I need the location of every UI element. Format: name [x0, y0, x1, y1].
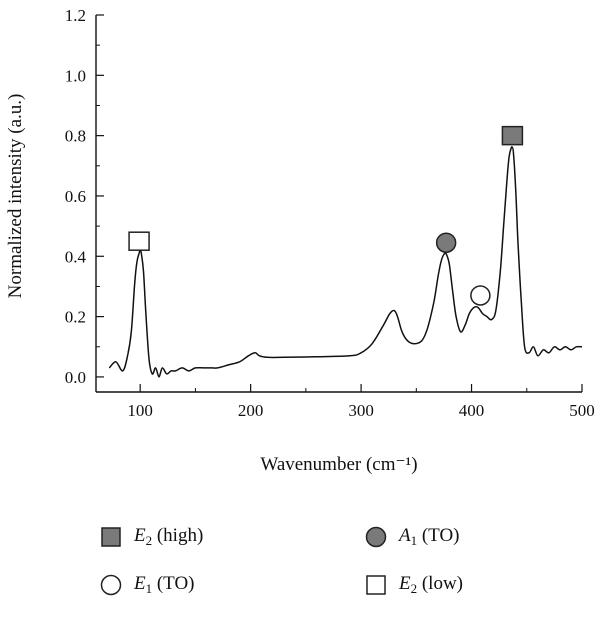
legend-item-e2-high: E2 (high): [100, 525, 203, 549]
open-square-marker: [128, 231, 150, 251]
legend-label: E1 (TO): [134, 573, 195, 596]
tick-marks: 100 200 300 400 500 0.0 0.2 0.4 0.6 0.8 1.0 1.2: [65, 6, 595, 420]
y-tick-label: 0.2: [65, 308, 86, 327]
y-tick-label: 0.8: [65, 127, 86, 146]
filled-circle-marker: [435, 232, 457, 253]
peak-markers: [128, 125, 524, 306]
x-axis-title: Wavenumber (cm⁻¹): [260, 454, 417, 475]
axes: [95, 15, 582, 393]
legend-label: A1 (TO): [399, 525, 460, 548]
open-circle-marker: [470, 285, 491, 306]
legend-item-a1-to: A1 (TO): [365, 525, 460, 549]
y-tick-label: 1.0: [65, 66, 86, 85]
legend-item-e1-to: E1 (TO): [100, 573, 195, 597]
legend-label: E2 (low): [399, 573, 464, 596]
spectrum-series: [108, 146, 583, 378]
legend-item-e2-low: E2 (low): [365, 573, 463, 597]
y-tick-label: 0.0: [65, 368, 86, 387]
open-square-icon: [366, 575, 386, 595]
legend-label: E2 (high): [134, 525, 204, 548]
legend: E2 (high) A1 (TO) E1 (TO) E2 (low): [100, 525, 560, 615]
raman-spectrum-chart: 100 200 300 400 500 0.0 0.2 0.4 0.6 0.8 1.0 1.2 Wav…: [5, 6, 595, 475]
spectrum-line: [108, 146, 583, 378]
x-tick-label: 300: [348, 401, 374, 420]
x-tick-label: 200: [238, 401, 264, 420]
x-tick-label: 500: [569, 401, 595, 420]
x-tick-label: 100: [127, 401, 153, 420]
filled-circle-icon: [365, 526, 387, 548]
y-tick-label: 0.6: [65, 187, 86, 206]
y-tick-label: 1.2: [65, 6, 86, 25]
filled-square-marker: [501, 125, 524, 146]
open-circle-icon: [100, 574, 122, 596]
x-tick-label: 400: [459, 401, 485, 420]
y-axis-title: Normalized intensity (a.u.): [5, 94, 26, 299]
filled-square-icon: [101, 527, 121, 547]
y-tick-label: 0.4: [65, 247, 87, 266]
